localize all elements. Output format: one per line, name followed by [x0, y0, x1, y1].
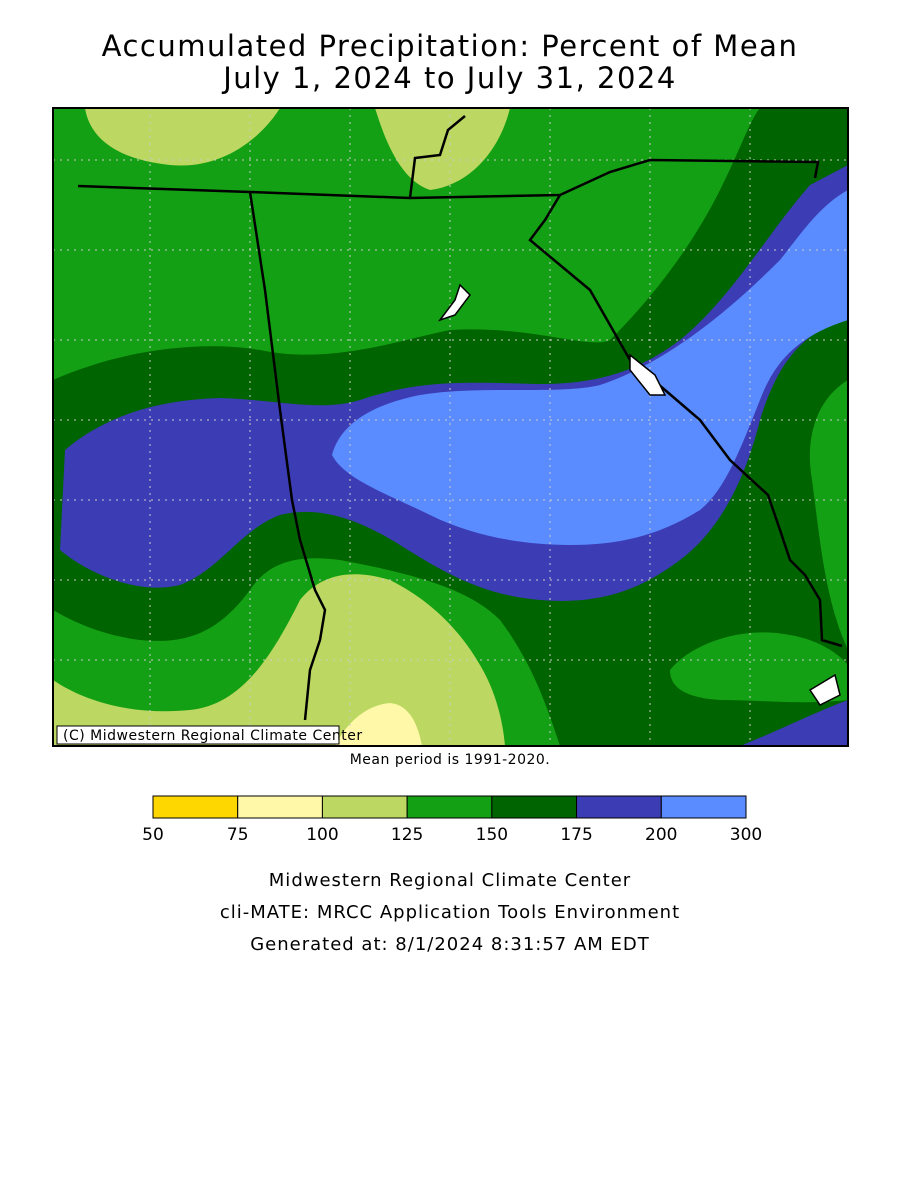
- map-frame: [52, 107, 849, 747]
- region: [85, 108, 280, 166]
- region: [740, 700, 848, 746]
- footer-line: Midwestern Regional Climate Center: [269, 870, 631, 891]
- map: [53, 108, 848, 746]
- legend-swatch: [660, 795, 747, 819]
- legend-label: 175: [560, 825, 592, 845]
- legend-swatch: [237, 795, 323, 819]
- title: Accumulated Precipitation: Percent of Me…: [102, 29, 799, 63]
- region: [670, 632, 848, 703]
- legend-label: 50: [142, 825, 164, 845]
- legend-label: 200: [645, 825, 677, 845]
- legend: 50 75 100 125 150 175 200 300: [142, 795, 762, 845]
- region: [335, 703, 422, 746]
- footer-line: Generated at: 8/1/2024 8:31:57 AM EDT: [250, 934, 650, 955]
- subtitle: July 1, 2024 to July 31, 2024: [221, 61, 677, 95]
- legend-label: 125: [391, 825, 423, 845]
- legend-label: 150: [476, 825, 508, 845]
- legend-label: 75: [227, 825, 249, 845]
- legend-swatch: [152, 795, 239, 819]
- legend-label: 300: [730, 825, 762, 845]
- footer-line: cli-MATE: MRCC Application Tools Environ…: [220, 902, 680, 923]
- state-borders: [77, 115, 843, 721]
- region: [332, 190, 848, 545]
- legend-swatch: [491, 795, 578, 819]
- legend-swatch: [406, 795, 493, 819]
- copyright-box: [56, 725, 340, 745]
- region: [809, 380, 848, 650]
- legend-swatch: [321, 795, 408, 819]
- legend-label: 100: [306, 825, 338, 845]
- mean-period: Mean period is 1991-2020.: [350, 752, 551, 768]
- copyright: (C) Midwestern Regional Climate Center: [63, 728, 363, 744]
- grid: [53, 108, 848, 746]
- legend-swatch: [576, 795, 662, 819]
